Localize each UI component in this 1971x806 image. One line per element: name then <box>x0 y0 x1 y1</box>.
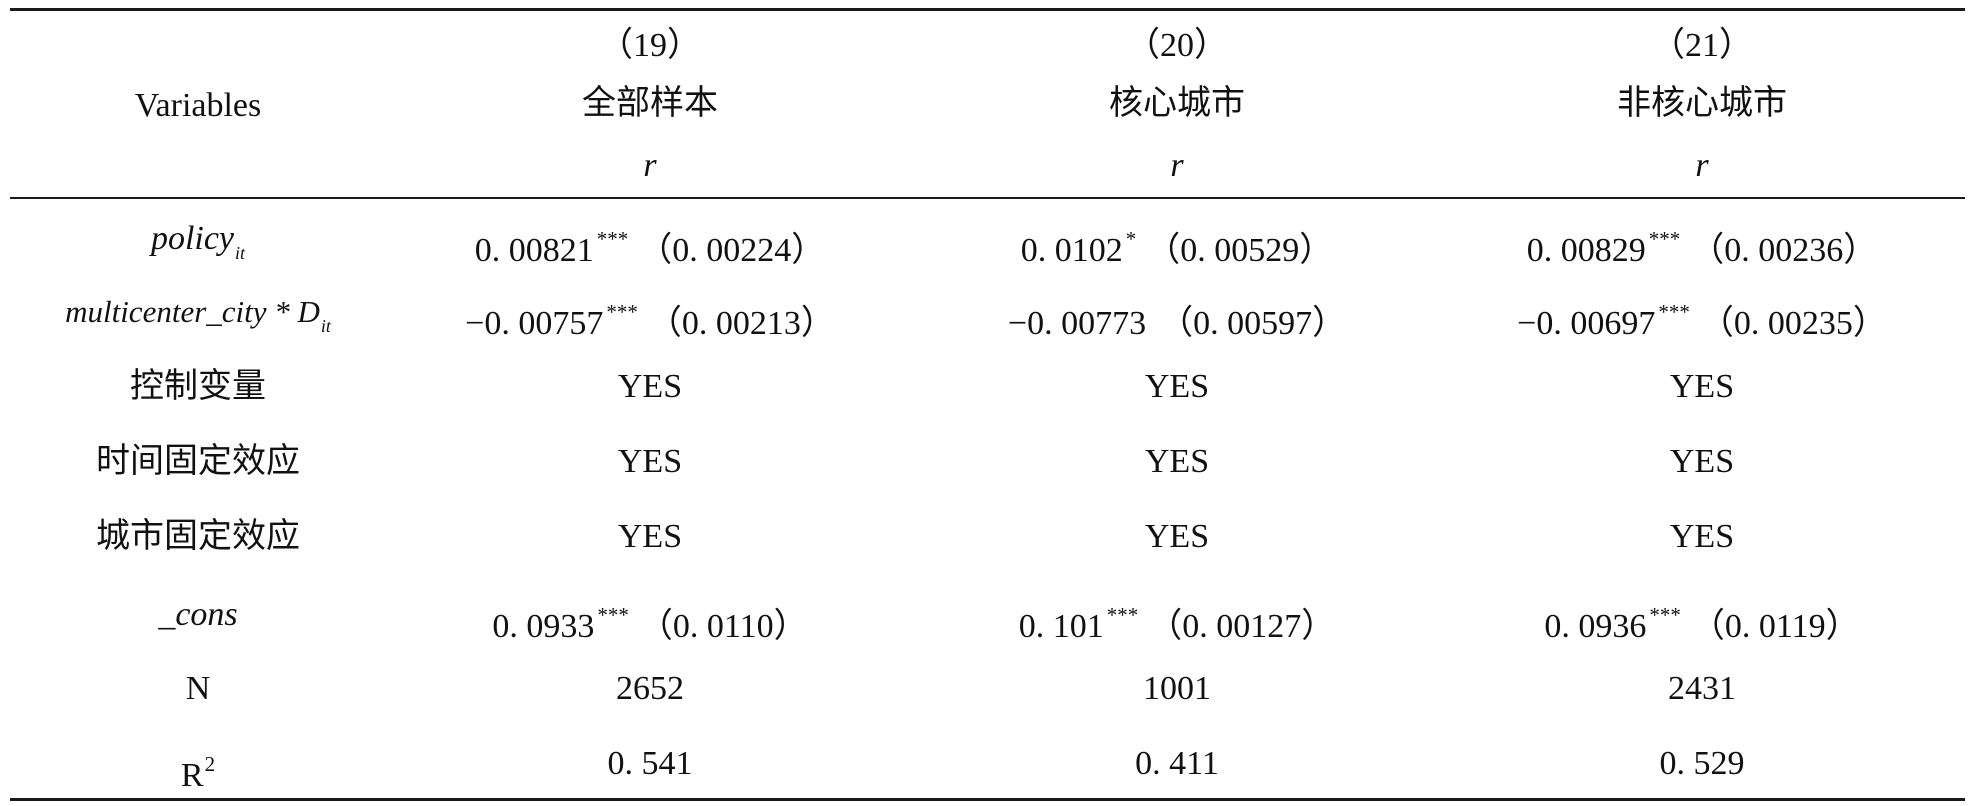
table-cell: 2431 <box>1668 670 1736 707</box>
standard-error: （0. 00224） <box>638 232 826 269</box>
standard-error: （0. 00529） <box>1146 232 1334 269</box>
coefficient: 0. 00829 <box>1526 232 1646 269</box>
standard-error: （0. 0110） <box>638 608 808 645</box>
coefficient: −0. 00757 <box>465 305 604 342</box>
coefficient-cell: 0. 0933 *** （0. 0110） <box>492 595 807 647</box>
coefficient-cell: −0. 00697 *** （0. 00235） <box>1517 292 1887 344</box>
table-top-rule <box>10 8 1965 11</box>
table-cell: YES <box>1144 518 1210 555</box>
table-header-rule <box>10 197 1965 199</box>
variable-subscript: it <box>320 316 331 336</box>
significance-stars: *** <box>1649 603 1681 627</box>
coefficient-cell: 0. 00821 *** （0. 00224） <box>475 219 826 271</box>
standard-error: （0. 0119） <box>1690 608 1860 645</box>
column-sample-label: 核心城市 <box>1109 85 1245 122</box>
table-cell: YES <box>617 368 683 405</box>
standard-error: （0. 00236） <box>1690 232 1878 269</box>
coefficient-cell: 0. 0936 *** （0. 0119） <box>1544 595 1859 647</box>
significance-stars: *** <box>596 227 629 251</box>
significance-stars: *** <box>1106 603 1139 627</box>
row-variable-label: 时间固定效应 <box>96 443 300 480</box>
row-variable-label: multicenter_city * Dit <box>65 292 331 346</box>
coefficient: −0. 00773 <box>1007 305 1147 342</box>
table-cell: 1001 <box>1143 670 1211 707</box>
row-variable-label: policyit <box>151 219 245 273</box>
coefficient-cell: 0. 0102 * （0. 00529） <box>1021 219 1334 271</box>
table-cell: 0. 529 <box>1659 745 1745 782</box>
variable-subscript: it <box>235 243 246 263</box>
column-dep-var: r <box>643 147 657 184</box>
column-number: （19） <box>599 27 701 64</box>
row-variable-label: _cons <box>158 596 238 633</box>
table-cell: 0. 411 <box>1135 745 1219 782</box>
standard-error: （0. 00235） <box>1699 305 1887 342</box>
coefficient-cell: 0. 101 *** （0. 00127） <box>1019 595 1336 647</box>
column-dep-var: r <box>1695 147 1709 184</box>
table-cell: YES <box>1144 368 1210 405</box>
column-sample-label: 全部样本 <box>582 85 718 122</box>
significance-stars: * <box>1125 227 1137 251</box>
column-number: （21） <box>1651 27 1753 64</box>
significance-stars: *** <box>606 300 638 324</box>
table-cell: 2652 <box>616 670 684 707</box>
standard-error: （0. 00127） <box>1148 608 1336 645</box>
table-cell: 0. 541 <box>607 745 693 782</box>
column-dep-var: r <box>1170 147 1184 184</box>
column-number: （20） <box>1126 27 1228 64</box>
standard-error: （0. 00213） <box>647 305 835 342</box>
variable-name: policy <box>150 220 235 257</box>
column-sample-label: 非核心城市 <box>1617 85 1787 122</box>
row-variable-label: R2 <box>181 744 215 796</box>
significance-stars: *** <box>1658 300 1690 324</box>
coefficient: 0. 0933 <box>492 608 595 645</box>
coefficient-cell: −0. 00773 （0. 00597） <box>1008 292 1346 344</box>
coefficient: 0. 00821 <box>474 232 594 269</box>
coefficient-cell: −0. 00757 *** （0. 00213） <box>465 292 835 344</box>
coefficient: −0. 00697 <box>1517 305 1656 342</box>
coefficient: 0. 0102 <box>1020 232 1123 269</box>
coefficient: 0. 0936 <box>1544 608 1647 645</box>
row-variable-label: 城市固定效应 <box>96 518 300 555</box>
table-cell: YES <box>1669 443 1735 480</box>
variable-name: multicenter_city * D <box>65 294 320 329</box>
row-variable-label: N <box>185 670 211 707</box>
coefficient-cell: 0. 00829 *** （0. 00236） <box>1527 219 1878 271</box>
table-cell: YES <box>617 518 683 555</box>
table-cell: YES <box>1669 518 1735 555</box>
table-cell: YES <box>1144 443 1210 480</box>
standard-error: （0. 00597） <box>1159 305 1347 342</box>
row-variable-label: 控制变量 <box>130 368 266 405</box>
significance-stars: *** <box>1648 227 1681 251</box>
table-bottom-rule <box>10 798 1965 801</box>
variable-name: R <box>180 757 204 794</box>
table-cell: YES <box>1669 368 1735 405</box>
significance-stars: *** <box>597 603 629 627</box>
header-variables-label: Variables <box>134 87 262 124</box>
coefficient: 0. 101 <box>1018 608 1104 645</box>
variable-superscript: 2 <box>204 752 216 776</box>
table-cell: YES <box>617 443 683 480</box>
